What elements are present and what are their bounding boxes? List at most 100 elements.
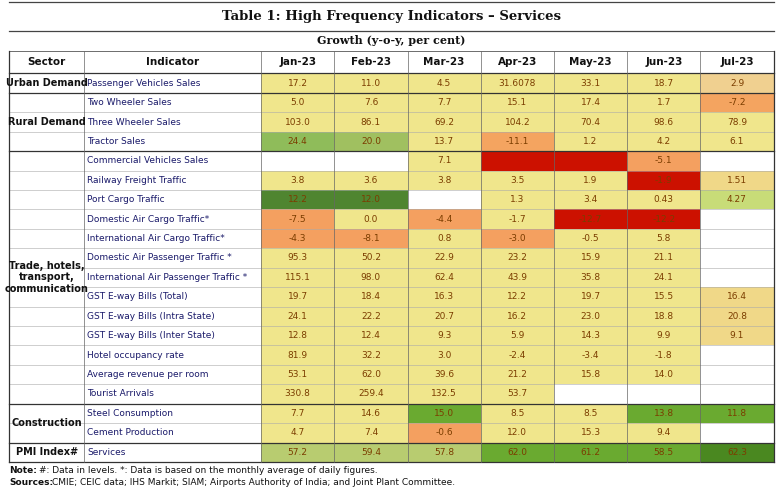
FancyBboxPatch shape	[84, 73, 261, 93]
FancyBboxPatch shape	[334, 151, 407, 171]
FancyBboxPatch shape	[481, 326, 554, 346]
FancyBboxPatch shape	[261, 365, 334, 384]
Text: 20.8: 20.8	[727, 312, 747, 321]
FancyBboxPatch shape	[481, 268, 554, 287]
FancyBboxPatch shape	[261, 248, 334, 268]
Text: Services: Services	[87, 448, 125, 457]
FancyBboxPatch shape	[407, 384, 481, 404]
Text: -7.5: -7.5	[289, 214, 306, 224]
FancyBboxPatch shape	[407, 248, 481, 268]
Text: 17.4: 17.4	[580, 98, 601, 107]
Text: 19.7: 19.7	[287, 292, 308, 301]
Text: 15.5: 15.5	[654, 292, 674, 301]
Text: -5.1: -5.1	[655, 156, 673, 165]
Text: 70.4: 70.4	[580, 117, 601, 127]
FancyBboxPatch shape	[84, 229, 261, 248]
Text: International Air Cargo Traffic*: International Air Cargo Traffic*	[87, 234, 225, 243]
FancyBboxPatch shape	[84, 93, 261, 112]
Text: 7.4: 7.4	[364, 428, 378, 437]
Text: PMI Index#: PMI Index#	[16, 447, 78, 457]
FancyBboxPatch shape	[84, 248, 261, 268]
FancyBboxPatch shape	[627, 248, 700, 268]
Text: -4.4: -4.4	[435, 214, 453, 224]
Text: 62.3: 62.3	[727, 448, 747, 457]
Text: 13.8: 13.8	[654, 409, 674, 418]
FancyBboxPatch shape	[84, 190, 261, 210]
FancyBboxPatch shape	[84, 384, 261, 404]
FancyBboxPatch shape	[261, 190, 334, 210]
FancyBboxPatch shape	[261, 326, 334, 346]
FancyBboxPatch shape	[700, 404, 774, 423]
Text: 31.6078: 31.6078	[499, 79, 536, 88]
FancyBboxPatch shape	[700, 93, 774, 112]
FancyBboxPatch shape	[481, 287, 554, 307]
FancyBboxPatch shape	[84, 268, 261, 287]
FancyBboxPatch shape	[627, 287, 700, 307]
FancyBboxPatch shape	[627, 190, 700, 210]
FancyBboxPatch shape	[334, 73, 407, 93]
FancyBboxPatch shape	[407, 326, 481, 346]
FancyBboxPatch shape	[407, 73, 481, 93]
Text: -2.4: -2.4	[509, 351, 526, 359]
Text: 13.7: 13.7	[434, 137, 454, 146]
FancyBboxPatch shape	[334, 248, 407, 268]
Text: 0.43: 0.43	[654, 195, 674, 204]
FancyBboxPatch shape	[9, 93, 84, 151]
Text: Urban Demand: Urban Demand	[5, 78, 88, 88]
Text: 7.1: 7.1	[437, 156, 451, 165]
FancyBboxPatch shape	[84, 307, 261, 326]
FancyBboxPatch shape	[481, 190, 554, 210]
FancyBboxPatch shape	[261, 287, 334, 307]
Text: 0.8: 0.8	[437, 234, 451, 243]
Text: -3.4: -3.4	[582, 351, 599, 359]
Text: #: Data in levels. *: Data is based on the monthly average of daily figures.: #: Data in levels. *: Data is based on t…	[39, 466, 377, 475]
Text: 78.9: 78.9	[727, 117, 747, 127]
Text: 12.2: 12.2	[507, 292, 527, 301]
Text: 20.0: 20.0	[361, 137, 381, 146]
Text: 9.1: 9.1	[730, 331, 744, 340]
FancyBboxPatch shape	[554, 93, 627, 112]
Text: 21.2: 21.2	[507, 370, 527, 379]
FancyBboxPatch shape	[261, 404, 334, 423]
Text: -12.2: -12.2	[652, 214, 676, 224]
FancyBboxPatch shape	[407, 112, 481, 132]
Text: Port Cargo Traffic: Port Cargo Traffic	[87, 195, 165, 204]
FancyBboxPatch shape	[554, 73, 627, 93]
Text: Hotel occupancy rate: Hotel occupancy rate	[87, 351, 184, 359]
Text: -0.5: -0.5	[582, 234, 599, 243]
Text: -12.7: -12.7	[579, 214, 602, 224]
FancyBboxPatch shape	[481, 210, 554, 229]
Text: Mar-23: Mar-23	[424, 57, 465, 67]
FancyBboxPatch shape	[627, 307, 700, 326]
FancyBboxPatch shape	[9, 404, 84, 443]
FancyBboxPatch shape	[334, 112, 407, 132]
FancyBboxPatch shape	[481, 346, 554, 365]
Text: 6.1: 6.1	[730, 137, 744, 146]
Text: 62.0: 62.0	[361, 370, 381, 379]
FancyBboxPatch shape	[627, 171, 700, 190]
Text: 5.8: 5.8	[657, 234, 671, 243]
Text: 22.9: 22.9	[435, 253, 454, 262]
Text: 1.7: 1.7	[657, 98, 671, 107]
FancyBboxPatch shape	[84, 423, 261, 443]
FancyBboxPatch shape	[554, 404, 627, 423]
FancyBboxPatch shape	[554, 268, 627, 287]
Text: 259.4: 259.4	[358, 389, 384, 398]
FancyBboxPatch shape	[407, 132, 481, 151]
Text: 8.5: 8.5	[511, 409, 525, 418]
Text: 17.2: 17.2	[287, 79, 308, 88]
FancyBboxPatch shape	[84, 287, 261, 307]
FancyBboxPatch shape	[334, 287, 407, 307]
FancyBboxPatch shape	[554, 287, 627, 307]
FancyBboxPatch shape	[261, 151, 334, 171]
FancyBboxPatch shape	[407, 404, 481, 423]
Text: -1.7: -1.7	[508, 214, 526, 224]
FancyBboxPatch shape	[627, 404, 700, 423]
Text: 98.0: 98.0	[361, 273, 381, 282]
FancyBboxPatch shape	[84, 404, 261, 423]
FancyBboxPatch shape	[261, 229, 334, 248]
FancyBboxPatch shape	[627, 112, 700, 132]
FancyBboxPatch shape	[700, 346, 774, 365]
Text: 14.3: 14.3	[580, 331, 601, 340]
FancyBboxPatch shape	[334, 365, 407, 384]
